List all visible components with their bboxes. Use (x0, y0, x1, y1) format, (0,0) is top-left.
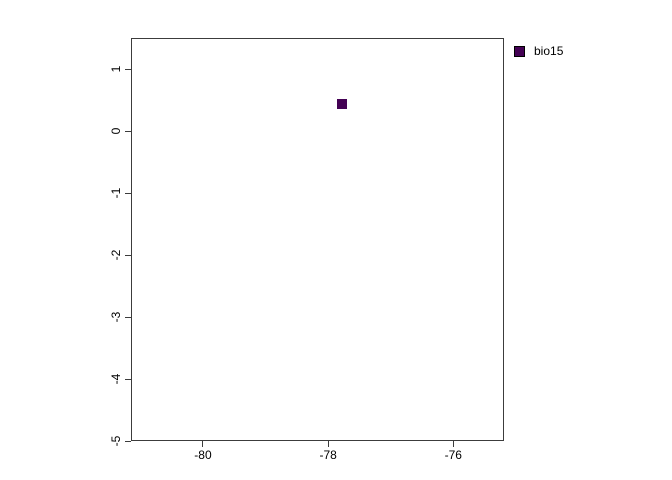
plot-area (131, 38, 504, 441)
x-axis-tick-label: -78 (319, 448, 337, 462)
y-axis-tick-label: -1 (109, 187, 123, 199)
x-axis-tick-label: -80 (194, 448, 212, 462)
legend-label: bio15 (534, 44, 564, 58)
legend-swatch-icon (514, 45, 525, 57)
x-axis-tick (452, 441, 454, 447)
data-point-bio15 (336, 98, 347, 109)
x-axis-tick-label: -76 (444, 448, 462, 462)
y-axis-tick (125, 378, 131, 380)
y-axis-tick (125, 316, 131, 318)
y-axis-tick-label: -5 (109, 435, 123, 447)
y-axis-tick-label: -2 (109, 249, 123, 261)
y-axis-tick (125, 192, 131, 194)
x-axis-tick (202, 441, 204, 447)
y-axis-tick-label: 1 (109, 65, 123, 73)
legend: bio15 (514, 45, 563, 57)
x-axis-tick (327, 441, 329, 447)
y-axis-tick (125, 254, 131, 256)
y-axis-tick (125, 130, 131, 132)
y-axis-tick-label: -4 (109, 373, 123, 385)
y-axis-tick-label: 0 (109, 127, 123, 135)
y-axis-tick (125, 440, 131, 442)
y-axis-tick (125, 68, 131, 70)
y-axis-tick-label: -3 (109, 311, 123, 323)
